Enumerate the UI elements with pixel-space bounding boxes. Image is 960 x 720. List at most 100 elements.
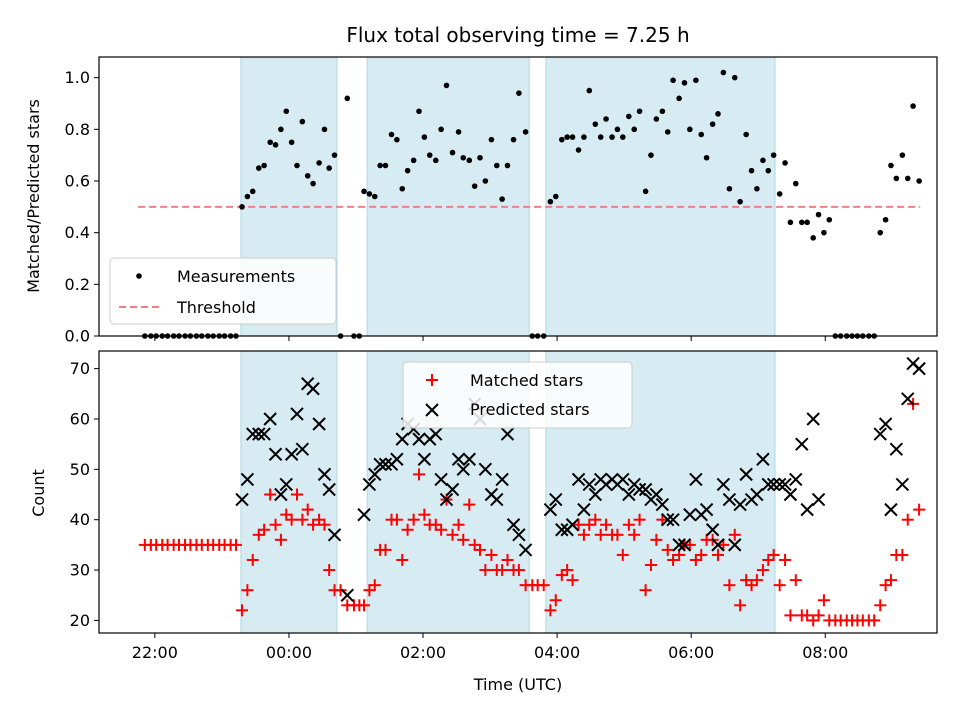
data-point-predicted [811,492,826,507]
data-point [653,116,660,122]
data-point-predicted [340,588,354,602]
data-point-predicted [390,452,404,466]
data-point-matched [379,543,392,556]
legend-marker-measurements [136,273,142,279]
axes-count: 20 30 40 50 60 70 22:00 00:00 02:00 04:00 06:00 08:… [70,350,938,662]
data-point [421,134,428,140]
data-point-matched [728,528,741,541]
data-point-matched [868,614,881,627]
data-point-matched [307,518,320,531]
legend-marker-matched [426,374,438,386]
data-point-matched [407,513,420,526]
data-point-predicted [246,427,260,441]
data-point [426,152,433,158]
data-point-predicted [722,492,737,507]
data-point [888,162,894,169]
data-point [455,129,462,135]
data-point-predicted [240,472,255,487]
data-point [371,193,378,200]
data-point [787,219,794,226]
data-point-matched [817,594,830,607]
data-point-matched [762,553,775,566]
data-point-predicted [478,462,493,477]
data-point [804,219,810,226]
data-point [564,134,570,140]
data-point-matched [285,513,298,526]
data-point [326,165,332,171]
data-point-predicted [429,427,443,441]
data-point-matched [644,559,657,572]
data-point-matched [435,523,448,536]
data-point [720,69,727,76]
data-point-predicted [445,482,460,497]
data-point [283,108,290,115]
data-point-matched [740,574,753,587]
data-point-matched [561,564,574,577]
data-point-matched [413,468,426,481]
data-point-matched [789,574,802,587]
x-axis-label: Time (UTC) [473,675,562,694]
data-point [631,126,638,133]
data-point-predicted [672,538,686,552]
data-point-matched [549,594,562,607]
data-point [488,136,495,143]
data-point [466,157,473,164]
data-point [620,134,626,140]
measurement-points [142,69,922,339]
data-point [239,204,245,210]
data-point-predicted [677,538,692,552]
axes-frame [98,350,938,634]
data-point-predicted [878,417,893,431]
data-point-matched [252,528,265,541]
data-point-predicted [638,482,653,497]
data-point-predicted [490,492,504,507]
data-point-predicted [733,497,747,512]
panel-ratio: 0.0 0.2 0.4 0.6 0.8 1.0 Matched/Predicted sta… [24,56,938,346]
data-point-matched [913,503,926,516]
data-point-predicted [728,538,742,552]
data-point-matched [269,518,282,531]
data-point-predicted [649,487,664,502]
data-point [344,95,351,102]
count-points [138,356,926,627]
data-point-matched [474,543,487,556]
data-point [743,131,749,138]
legend-count: Matched stars Predicted stars [402,361,633,429]
y-tick-label: 0.2 [65,275,90,294]
data-point-matched [616,548,629,561]
data-point-predicted [565,518,580,532]
legend-label-predicted: Predicted stars [470,400,590,419]
data-point [792,180,799,187]
data-point-matched [264,488,277,501]
data-point-matched [290,488,303,501]
data-point [522,129,529,135]
data-point-predicted [766,477,781,492]
data-point-predicted [263,412,277,426]
data-point [575,147,582,153]
y-tick-label: 1.0 [65,68,90,87]
x-tick-label: 02:00 [400,643,446,662]
data-point-predicted [632,482,647,497]
data-point [609,134,615,140]
data-point-predicted [512,528,526,542]
data-point-matched [812,609,825,622]
x-tick-label: 04:00 [534,643,580,662]
data-point [404,167,411,174]
y-axis-label-ratio: Matched/Predicted stars [24,99,43,293]
data-point-matched [555,569,568,582]
data-point-predicted [711,538,725,552]
y-tick-label: 0.4 [65,223,90,242]
legend-box [109,257,337,325]
data-point-matched [229,538,242,551]
data-point [687,126,693,133]
data-point [748,167,755,174]
data-point [726,185,733,192]
y-tick-label: 20 [70,611,90,630]
data-point-matched [896,548,909,561]
data-point [304,173,311,179]
data-point-matched [463,498,476,511]
data-point [388,131,395,138]
data-point-matched [723,579,736,592]
data-point [597,134,604,140]
data-point-predicted [373,457,387,472]
